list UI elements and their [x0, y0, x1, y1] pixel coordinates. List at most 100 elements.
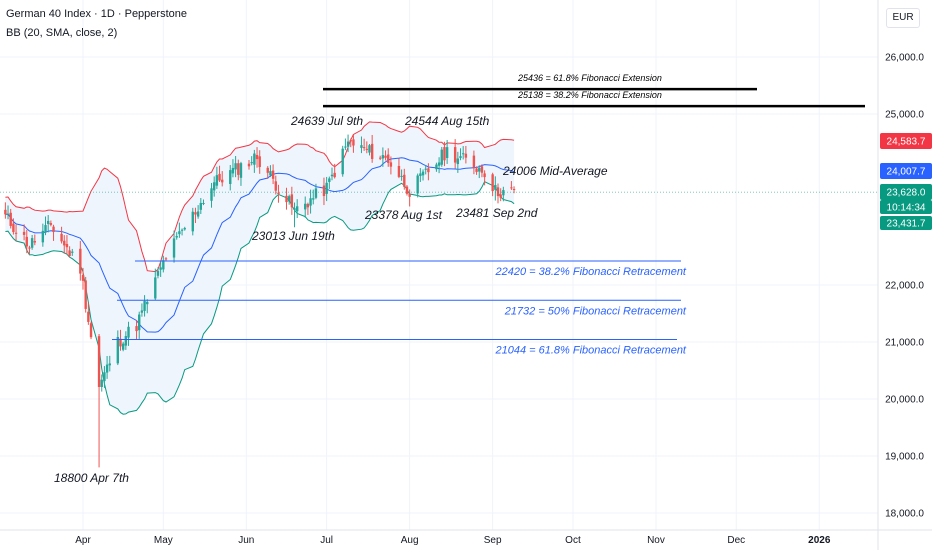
candle-body [387, 154, 390, 163]
price-tick-label: 21,000.0 [885, 338, 924, 349]
candle [239, 161, 243, 186]
candle [194, 207, 197, 224]
candle [472, 150, 476, 175]
candle [127, 321, 130, 346]
candle-body [496, 187, 500, 197]
candle [172, 230, 176, 263]
candle [370, 134, 374, 163]
candle-body [352, 139, 355, 146]
candle [453, 139, 457, 169]
candle-body [239, 163, 243, 178]
candle-body [100, 379, 103, 387]
candle-body [435, 164, 438, 170]
candle-body [25, 236, 28, 247]
candle-body [403, 174, 406, 187]
candle-body [333, 172, 336, 178]
candle [231, 159, 235, 178]
candle-body [135, 326, 138, 332]
candle [416, 173, 419, 198]
candle-body [472, 155, 476, 168]
candle-body [6, 213, 10, 216]
candles [4, 134, 516, 468]
candle-body [212, 182, 216, 191]
candle [196, 205, 200, 219]
annotation-label: 23013 Jun 19th [251, 229, 335, 243]
candle [212, 176, 216, 197]
candle [87, 303, 90, 325]
candle-body [499, 194, 502, 198]
chart-title: German 40 Index · 1D · Pepperstone [6, 8, 187, 20]
price-badge-text: 24,583.7 [887, 137, 926, 148]
candle [156, 267, 160, 279]
candle [464, 145, 468, 164]
candle-body [218, 173, 221, 181]
candle-body [491, 174, 494, 192]
candle-body [365, 148, 369, 150]
candle [427, 163, 430, 181]
fibonacci-levels: 25436 = 61.8% Fibonacci Extension 25138 =… [112, 73, 865, 356]
time-tick-label: Jun [238, 535, 254, 546]
time-tick-label: Jul [320, 535, 333, 546]
candle-body [49, 223, 53, 225]
candle-body [287, 196, 291, 202]
time-tick-label: May [154, 535, 173, 546]
candle [322, 177, 326, 206]
candle-body [344, 146, 347, 148]
candle [154, 268, 157, 301]
candle-body [231, 167, 235, 174]
candle [378, 155, 382, 161]
price-tick-label: 22,000.0 [885, 281, 924, 292]
time-tick-label: 2026 [808, 535, 831, 546]
price-badge [880, 216, 932, 230]
candle [79, 240, 82, 281]
candle [71, 248, 74, 256]
price-badge [880, 163, 932, 179]
candle [250, 156, 253, 166]
candle-body [33, 241, 37, 243]
candle-body [140, 310, 144, 313]
candle [97, 334, 101, 468]
fib-level-label: 25436 = 61.8% Fibonacci Extension [517, 73, 662, 83]
candle-body [156, 270, 160, 276]
candle-body [202, 203, 205, 205]
price-tick-label: 25,000.0 [885, 110, 924, 121]
candle [229, 165, 232, 191]
candle [199, 198, 203, 215]
candle [237, 159, 240, 181]
candle-body [65, 243, 69, 248]
candle [28, 245, 31, 255]
candle-body [346, 141, 350, 147]
candle-body [12, 223, 15, 232]
annotations: 24639 Jul 9th 24544 Aug 15th 24006 Mid-Ave… [54, 114, 608, 485]
candle [121, 341, 125, 352]
candle-body [159, 267, 162, 270]
candle [475, 166, 478, 175]
candle-body [483, 173, 486, 178]
candle [44, 216, 47, 236]
candle-body [229, 170, 232, 184]
time-tick-label: Nov [647, 535, 665, 546]
candle [100, 374, 103, 392]
currency-button[interactable]: EUR [886, 8, 920, 28]
candle-body [71, 251, 74, 253]
candle [271, 164, 275, 185]
candle-body [502, 190, 505, 196]
price-badge [880, 200, 932, 214]
candle [30, 234, 34, 250]
candle [405, 185, 409, 196]
candle [183, 226, 186, 231]
candle [328, 176, 331, 189]
candle-body [68, 250, 71, 256]
fib-level-label: 25138 = 38.2% Fibonacci Extension [517, 90, 662, 100]
candle-body [103, 372, 106, 382]
annotation-label: 18800 Apr 7th [54, 471, 129, 485]
candle-body [421, 171, 425, 176]
candle [14, 224, 18, 242]
candle [437, 157, 441, 174]
time-tick-label: Oct [565, 535, 581, 546]
candle [408, 189, 411, 207]
candle-body [494, 184, 497, 190]
candle-body [258, 156, 261, 168]
indicator-legend[interactable]: BB (20, SMA, close, 2) [6, 27, 118, 39]
